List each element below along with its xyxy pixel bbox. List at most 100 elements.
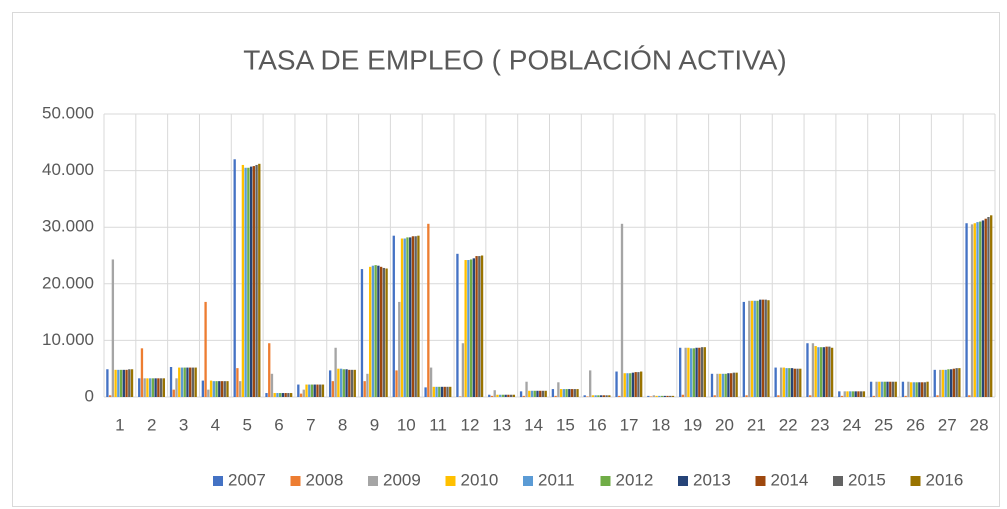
legend-label: 2016 xyxy=(926,470,964,489)
bar xyxy=(478,256,481,397)
bar xyxy=(440,386,444,397)
bar xyxy=(501,394,505,397)
bar xyxy=(432,386,435,397)
x-tick-label: 20 xyxy=(715,415,734,434)
bar xyxy=(541,390,545,397)
bar xyxy=(530,390,534,397)
bar xyxy=(212,381,215,397)
bar xyxy=(273,393,276,397)
legend-label: 2010 xyxy=(461,470,499,489)
bar xyxy=(162,378,166,397)
bar xyxy=(456,253,459,397)
bar xyxy=(965,223,968,397)
bar xyxy=(308,384,311,397)
bar xyxy=(608,395,611,397)
bar xyxy=(671,395,675,397)
bar xyxy=(334,347,337,397)
bar xyxy=(793,368,796,397)
bar xyxy=(458,396,462,397)
bar xyxy=(652,395,655,397)
bar xyxy=(742,301,745,397)
x-tick-label: 7 xyxy=(306,415,315,434)
bar xyxy=(629,373,632,397)
bar xyxy=(854,391,857,397)
bar xyxy=(976,222,979,397)
bar xyxy=(446,386,449,397)
bar xyxy=(551,389,555,397)
bar xyxy=(119,369,123,397)
x-tick-label: 6 xyxy=(274,415,283,434)
bar xyxy=(172,389,175,397)
bar xyxy=(175,378,178,397)
bar xyxy=(414,236,417,397)
bar xyxy=(544,390,547,397)
bar xyxy=(562,389,566,397)
bar xyxy=(204,301,207,397)
bar xyxy=(443,386,446,397)
bar xyxy=(790,368,794,397)
bar xyxy=(806,343,809,397)
x-tick-label: 12 xyxy=(460,415,479,434)
bar xyxy=(255,164,258,397)
bar xyxy=(480,255,484,397)
bar xyxy=(281,393,285,397)
bar xyxy=(782,367,786,397)
bar xyxy=(289,393,293,397)
bar xyxy=(947,369,950,397)
bar xyxy=(488,394,491,397)
x-tick-label: 16 xyxy=(588,415,607,434)
bar xyxy=(851,391,855,397)
bar xyxy=(403,238,406,397)
bar xyxy=(233,159,236,397)
x-tick-label: 24 xyxy=(842,415,861,434)
bar xyxy=(767,300,770,397)
bar xyxy=(796,368,799,397)
bar xyxy=(565,389,568,397)
bar xyxy=(570,389,574,397)
bar xyxy=(681,394,685,397)
bar xyxy=(189,367,192,397)
bar xyxy=(634,372,637,397)
bar xyxy=(920,382,924,397)
bar xyxy=(218,381,221,397)
bar xyxy=(114,369,117,397)
bar xyxy=(265,393,268,397)
bar xyxy=(496,394,499,397)
bar xyxy=(602,395,606,397)
bar xyxy=(111,259,115,397)
bar xyxy=(838,391,841,397)
x-tick-label: 2 xyxy=(147,415,156,434)
bar xyxy=(194,367,197,397)
x-tick-label: 1 xyxy=(115,415,124,434)
legend-label: 2009 xyxy=(383,470,421,489)
x-tick-label: 11 xyxy=(429,415,447,434)
bar xyxy=(679,347,682,397)
bar xyxy=(620,223,624,397)
bar xyxy=(727,373,730,397)
bar xyxy=(392,235,395,397)
y-tick-label: 10.000 xyxy=(42,330,94,349)
bar xyxy=(374,265,377,397)
bar xyxy=(154,378,157,397)
bar xyxy=(814,346,817,397)
bar xyxy=(117,369,120,397)
bar xyxy=(138,378,141,397)
bar xyxy=(594,395,597,397)
bar xyxy=(968,395,971,397)
bar xyxy=(342,369,345,397)
legend-swatch xyxy=(368,476,378,486)
bar xyxy=(528,390,531,397)
x-tick-label: 5 xyxy=(242,415,251,434)
bar xyxy=(557,382,560,397)
bar xyxy=(759,299,762,397)
bar xyxy=(647,395,650,397)
bar xyxy=(297,384,300,397)
bar xyxy=(700,347,704,397)
bar xyxy=(637,372,640,397)
bar xyxy=(878,381,881,397)
y-tick-label: 40.000 xyxy=(42,160,94,179)
bar xyxy=(499,394,502,397)
bar xyxy=(973,223,976,397)
bar xyxy=(276,393,279,397)
bar xyxy=(400,238,404,397)
